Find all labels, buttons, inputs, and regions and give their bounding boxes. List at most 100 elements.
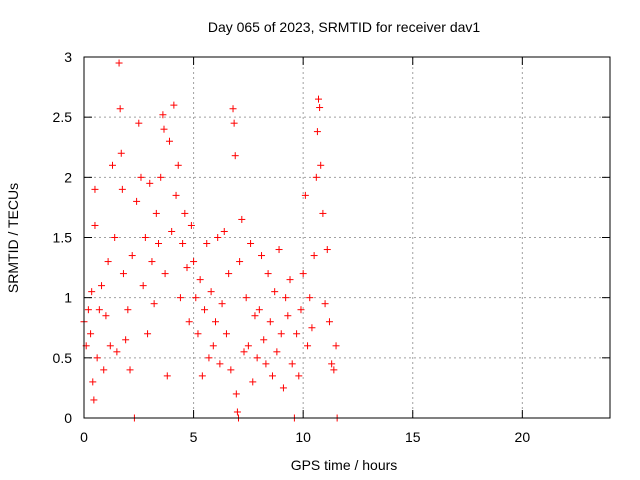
data-point (104, 258, 112, 266)
data-point (214, 234, 222, 241)
data-point (163, 372, 171, 380)
data-point (218, 300, 226, 308)
data-point (273, 348, 281, 356)
data-point (317, 161, 325, 169)
data-point (236, 258, 244, 266)
data-point (316, 104, 324, 112)
data-point (203, 240, 211, 248)
data-point (227, 366, 235, 374)
data-point (222, 330, 230, 338)
data-point (98, 282, 106, 290)
data-point (198, 372, 206, 380)
y-axis-label: SRMTID / TECUs (5, 183, 21, 293)
data-point (279, 384, 287, 392)
data-point (232, 390, 240, 398)
data-point (113, 348, 121, 356)
data-point (84, 306, 92, 314)
data-point (187, 221, 195, 229)
data-point (293, 330, 301, 338)
data-point (301, 191, 309, 199)
data-point (126, 366, 134, 374)
data-point (181, 209, 189, 217)
data-point (238, 215, 246, 223)
data-point (111, 234, 119, 241)
data-point (271, 288, 279, 296)
data-point (275, 246, 283, 254)
y-tick-label: 1 (64, 290, 72, 306)
data-point (264, 270, 272, 278)
data-point (297, 306, 305, 314)
data-point (176, 294, 184, 302)
data-point (119, 270, 127, 278)
data-point (313, 128, 321, 136)
axis-ticks (83, 56, 610, 419)
data-point (319, 209, 327, 217)
data-point (321, 300, 329, 308)
data-point (146, 179, 154, 187)
data-point (168, 227, 176, 235)
data-point (170, 101, 178, 109)
data-point (139, 282, 147, 290)
data-point (220, 227, 228, 235)
data-point (306, 294, 314, 302)
data-point (328, 360, 336, 368)
data-point (165, 137, 173, 145)
data-point (161, 270, 169, 278)
data-point (190, 258, 198, 266)
data-point (330, 366, 338, 374)
data-point (299, 270, 307, 278)
data-point (310, 252, 318, 260)
data-point (157, 173, 165, 181)
data-point (144, 330, 152, 338)
data-point (93, 354, 101, 362)
data-point (192, 294, 200, 302)
data-point (100, 366, 108, 374)
data-point (160, 125, 168, 133)
data-point (286, 276, 294, 284)
data-point (179, 240, 187, 248)
data-point (216, 360, 224, 368)
data-point (135, 119, 143, 127)
data-point (174, 161, 182, 169)
x-tick-label: 15 (405, 429, 421, 445)
data-point (295, 372, 303, 380)
data-point (258, 252, 266, 260)
data-point (255, 306, 263, 314)
data-point (89, 378, 97, 386)
data-point (229, 105, 237, 113)
data-point (266, 318, 274, 326)
data-point (304, 342, 312, 350)
data-point (231, 152, 239, 160)
data-point (128, 252, 136, 260)
data-point (284, 312, 292, 320)
data-point (133, 197, 141, 205)
y-tick-label: 0.5 (53, 350, 73, 366)
data-point (249, 378, 257, 386)
data-point (323, 246, 331, 254)
data-point (268, 372, 276, 380)
data-point (194, 330, 202, 338)
data-point (251, 312, 259, 320)
y-tick-label: 2.5 (53, 109, 73, 125)
data-point (196, 276, 204, 284)
data-point (137, 173, 145, 181)
x-tick-label: 20 (515, 429, 531, 445)
data-point (172, 191, 180, 199)
data-point (116, 105, 124, 113)
data-point (315, 95, 323, 103)
data-point (262, 360, 270, 368)
data-point (332, 342, 340, 350)
x-tick-label: 10 (295, 429, 311, 445)
data-point (205, 354, 213, 362)
data-point (155, 240, 163, 248)
data-point (277, 330, 285, 338)
data-point (117, 149, 125, 157)
data-point (260, 336, 268, 344)
data-point (244, 342, 252, 350)
data-point (91, 221, 99, 229)
y-tick-label: 1.5 (53, 230, 73, 246)
data-point (225, 270, 233, 278)
data-point (185, 318, 193, 326)
data-point (240, 348, 248, 356)
data-point (87, 330, 95, 338)
